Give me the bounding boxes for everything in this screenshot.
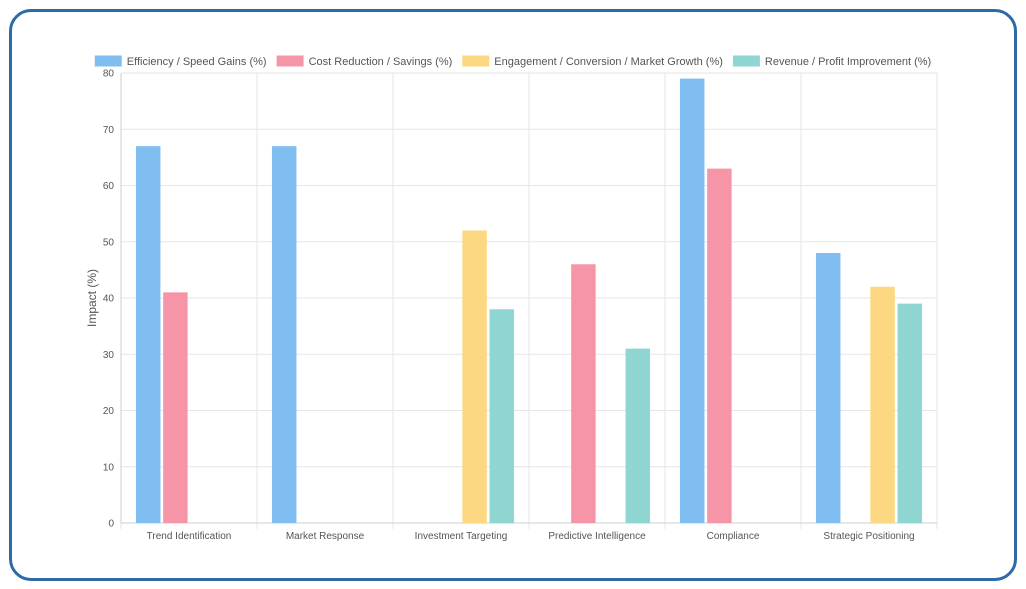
bar (135, 146, 161, 523)
x-axis: Trend Identification Market Response Inves… (147, 531, 915, 542)
y-tick-label: 40 (103, 294, 115, 305)
legend-swatch (462, 55, 490, 67)
x-tick-label: Investment Targeting (415, 531, 508, 542)
y-axis-title: Impact (%) (85, 269, 99, 327)
y-tick-label: 60 (103, 181, 115, 192)
bar (897, 303, 923, 523)
y-tick-label: 80 (103, 69, 115, 80)
legend-swatch (94, 55, 122, 67)
x-tick-label: Compliance (707, 531, 760, 542)
legend-label: Revenue / Profit Improvement (%) (765, 56, 931, 68)
x-tick-label: Market Response (286, 531, 365, 542)
y-axis: 0 10 20 30 40 50 60 70 80 (103, 69, 115, 530)
grid-lines (120, 72, 938, 529)
legend-swatch (732, 55, 760, 67)
bar (489, 309, 515, 523)
y-tick-label: 20 (103, 406, 115, 417)
legend: Efficiency / Speed Gains (%) Cost Reducti… (94, 55, 931, 68)
y-tick-label: 70 (103, 125, 115, 136)
bars (135, 78, 923, 523)
legend-label: Cost Reduction / Savings (%) (309, 56, 453, 68)
y-tick-label: 0 (108, 519, 114, 530)
bar (679, 78, 705, 523)
bar (625, 348, 651, 523)
legend-swatch (276, 55, 304, 67)
y-tick-label: 10 (103, 462, 115, 473)
y-tick-label: 50 (103, 237, 115, 248)
legend-label: Engagement / Conversion / Market Growth … (494, 56, 723, 68)
x-tick-label: Predictive Intelligence (548, 531, 646, 542)
bar (462, 230, 487, 523)
bar (163, 292, 188, 523)
bar (571, 264, 596, 523)
legend-label: Efficiency / Speed Gains (%) (127, 56, 267, 68)
bar (271, 146, 297, 523)
x-tick-label: Trend Identification (147, 531, 232, 542)
bar (707, 168, 732, 523)
y-tick-label: 30 (103, 350, 115, 361)
bar (870, 286, 895, 523)
x-tick-label: Strategic Positioning (823, 531, 914, 542)
bar (815, 253, 841, 523)
